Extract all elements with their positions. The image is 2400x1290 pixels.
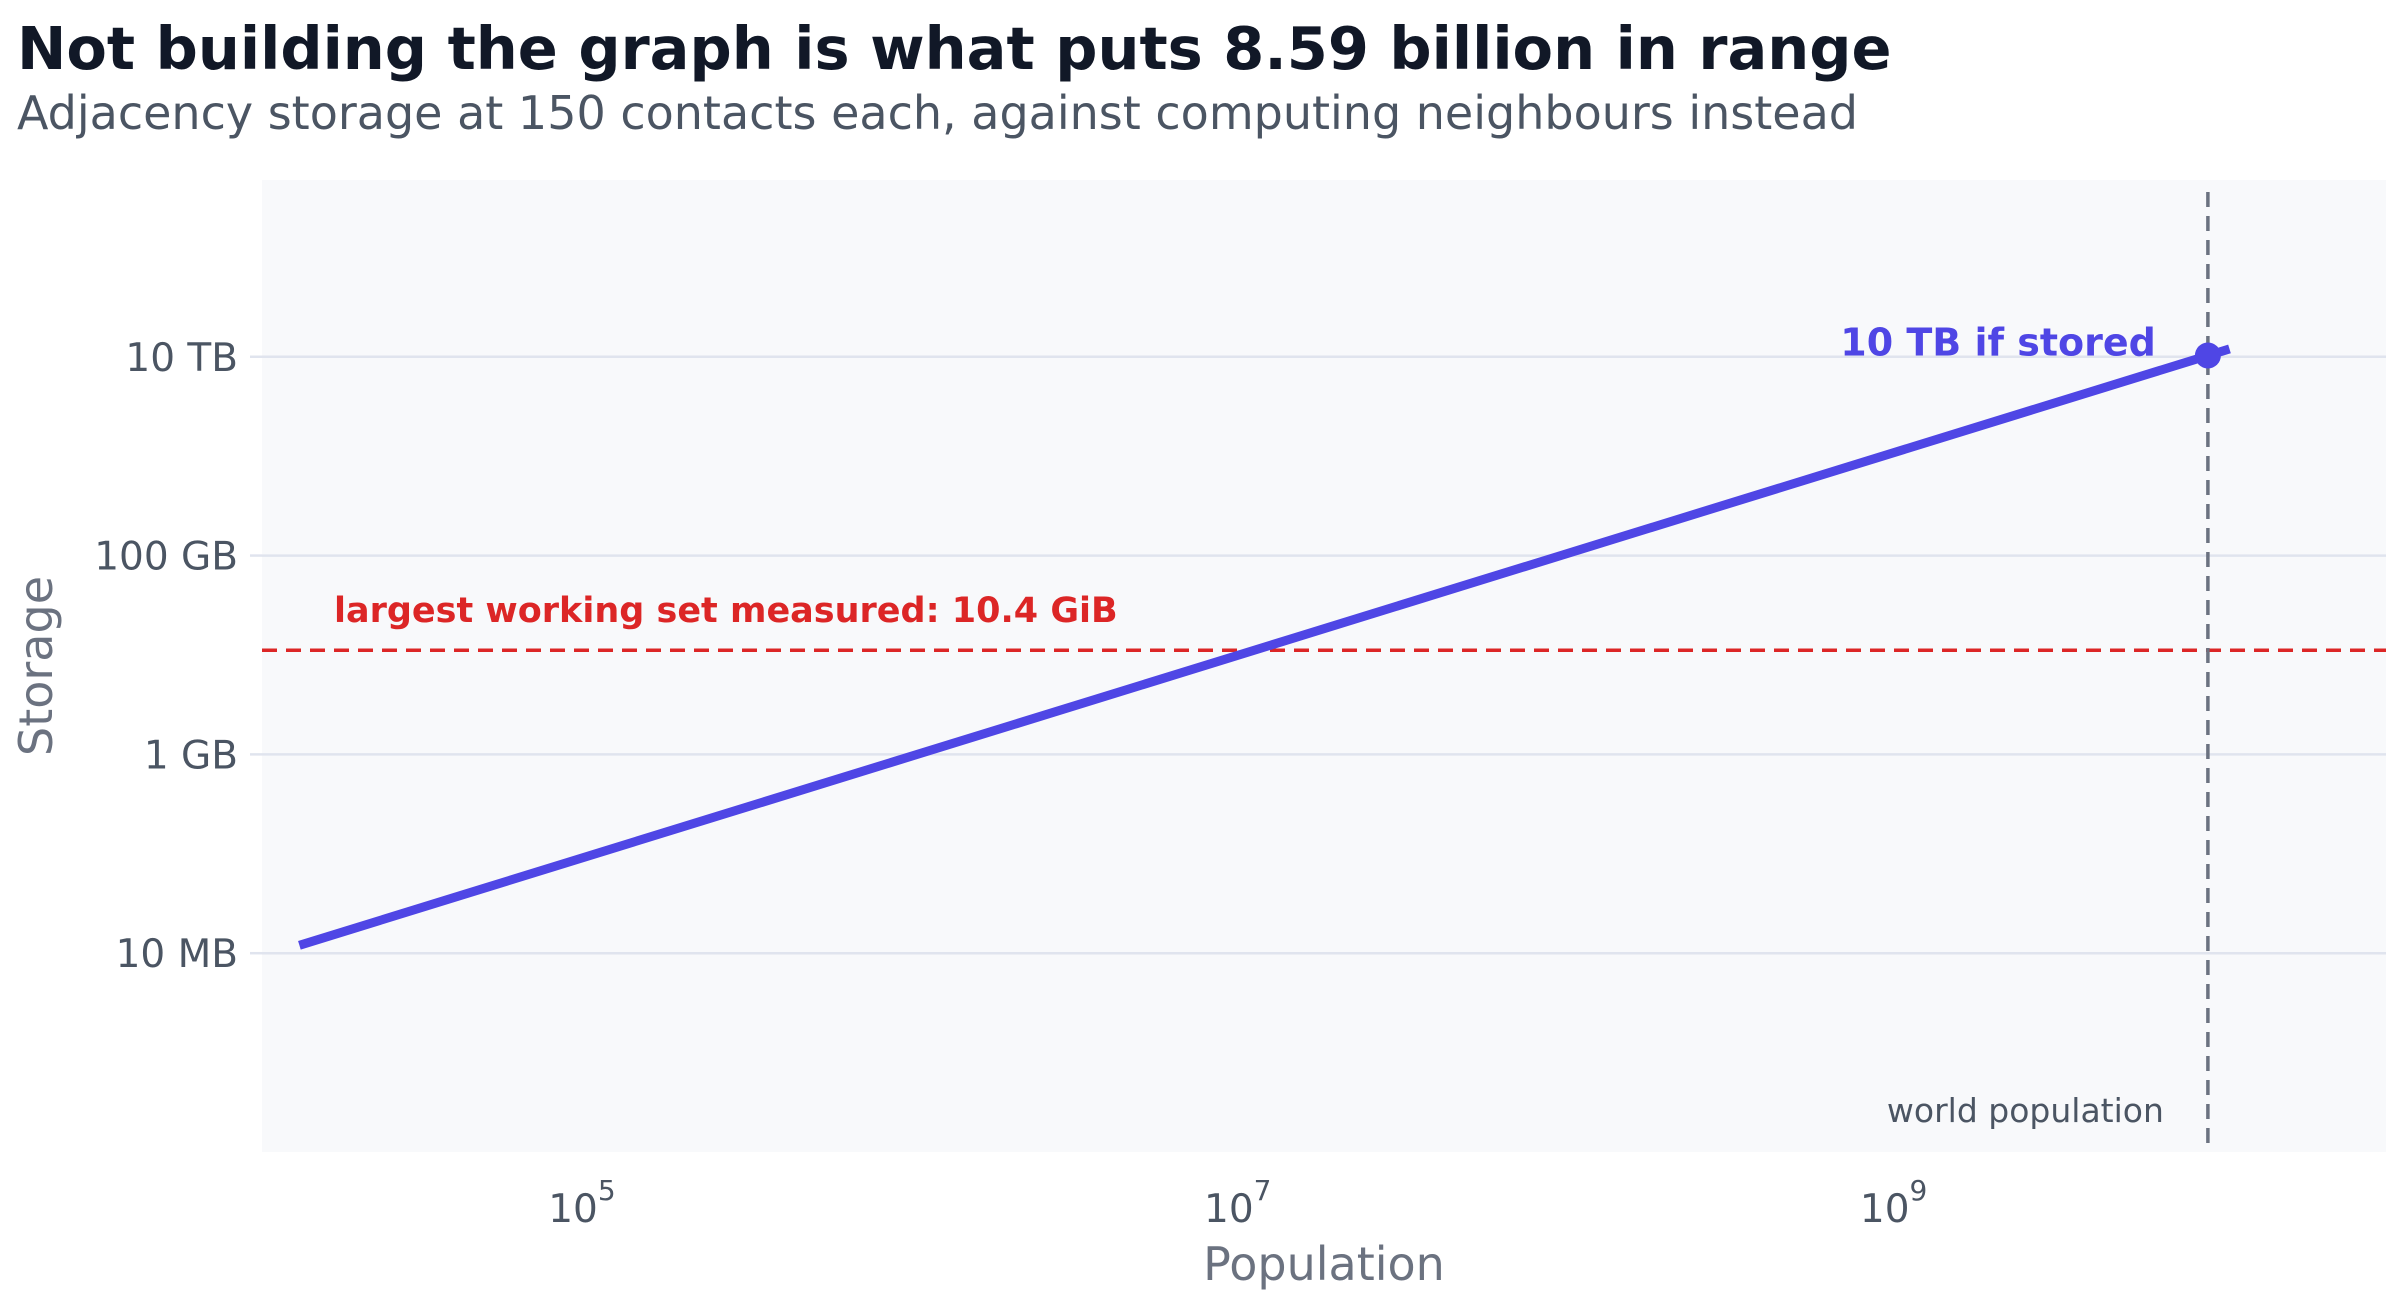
plot-background <box>262 180 2386 1152</box>
highlight-point <box>2194 342 2221 369</box>
x-tick-label: 109 <box>1860 1174 1927 1232</box>
chart-subtitle: Adjacency storage at 150 contacts each, … <box>17 86 1858 140</box>
y-tick-label: 10 TB <box>125 336 238 381</box>
world-population-label: world population <box>1887 1091 2164 1130</box>
threshold-label: largest working set measured: 10.4 GiB <box>334 591 1118 631</box>
x-axis-label: Population <box>1203 1237 1445 1290</box>
chart-title: Not building the graph is what puts 8.59… <box>17 14 1892 83</box>
x-tick-label: 107 <box>1204 1174 1271 1232</box>
highlight-label: 10 TB if stored <box>1840 320 2156 364</box>
y-tick-label: 1 GB <box>144 733 238 778</box>
storage-series-line <box>298 344 2231 950</box>
y-tick-label: 10 MB <box>116 932 238 977</box>
y-tick-label: 100 GB <box>94 535 238 580</box>
x-tick-label: 105 <box>548 1174 615 1232</box>
y-axis-label: Storage <box>9 576 63 756</box>
